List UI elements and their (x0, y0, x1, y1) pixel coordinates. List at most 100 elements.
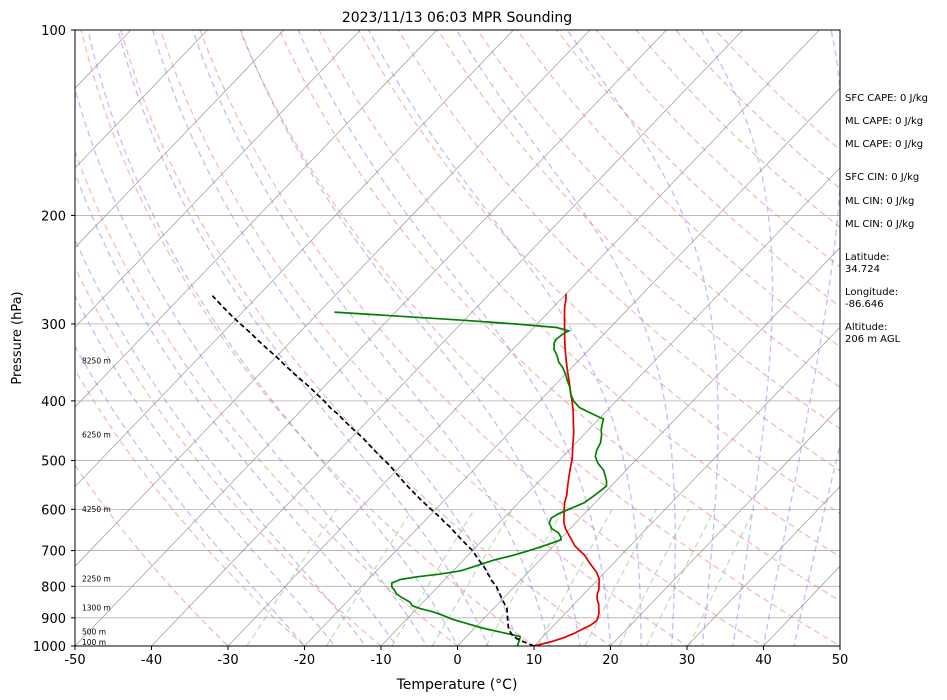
dry-adiabat-line (159, 30, 689, 646)
x-tick-label: -20 (294, 653, 315, 668)
y-tick-label: 600 (41, 503, 66, 518)
axes: -50 -40 -30 -20 -10 0 10 20 30 40 50 100 200 300 400 50… (33, 24, 848, 668)
latitude-value: 34.724 (845, 264, 880, 275)
y-tick-label: 800 (41, 580, 66, 595)
y-tick-label: 100 (41, 24, 66, 39)
moist-adiabat-line (75, 345, 306, 646)
moist-adiabat-line (75, 237, 367, 646)
dry-adiabat-line (358, 30, 840, 515)
moist-adiabat-line (75, 294, 336, 646)
mixing-ratio-line (325, 508, 413, 646)
dry-adiabat-line (556, 30, 840, 308)
temperature-line (533, 293, 601, 646)
ml-cin-text: ML CIN: 0 J/kg (845, 196, 915, 207)
moist-adiabat-line (368, 30, 642, 646)
isotherm-line (75, 30, 208, 169)
isotherm-line (686, 486, 840, 646)
mixing-ratio-line (646, 509, 716, 646)
isotherm-line (457, 247, 840, 646)
dry-adiabat-line (120, 30, 612, 646)
altitude-label: Altitude: (845, 322, 888, 333)
dry-adiabat-line (318, 30, 840, 558)
mixing-ratio-line (431, 508, 514, 646)
mixing-ratio-line (391, 508, 475, 646)
x-tick-label: -40 (141, 653, 162, 668)
height-labels: 100 m 500 m 1300 m 2250 m 4250 m 6250 m 8250 m (82, 356, 111, 646)
dry-adiabat-line (278, 30, 840, 602)
x-tick-label: 10 (526, 653, 543, 668)
height-label: 8250 m (82, 356, 111, 365)
altitude-value: 206 m AGL (845, 334, 901, 345)
plot-frame (74, 29, 841, 647)
y-tick-label: 1000 (33, 640, 66, 655)
y-tick-label: 500 (41, 455, 66, 470)
background-lines (75, 30, 840, 646)
isotherm-line (75, 30, 361, 328)
isotherm-line (533, 326, 840, 646)
isotherm-line (75, 30, 667, 646)
ml-cape-text: ML CAPE: 0 J/kg (845, 116, 924, 127)
x-tick-label: 30 (679, 653, 696, 668)
moist-adiabat-line (455, 30, 676, 646)
dry-adiabat-line (199, 30, 765, 646)
isotherm-line (75, 30, 285, 249)
y-tick-label: 200 (41, 209, 66, 224)
moist-adiabat-line (297, 30, 612, 646)
height-label: 4250 m (82, 505, 111, 514)
moist-adiabat-line (762, 30, 840, 646)
y-tick-label: 900 (41, 612, 66, 627)
height-label: 100 m (82, 638, 106, 647)
x-tick-label: 40 (755, 653, 772, 668)
height-label: 500 m (82, 627, 106, 636)
chart-title: 2023/11/13 06:03 MPR Sounding (342, 10, 572, 26)
dry-adiabat-line (397, 30, 840, 472)
x-tick-label: 20 (602, 653, 619, 668)
isotherm-line (380, 167, 840, 646)
y-tick-label: 400 (41, 395, 66, 410)
isotherm-line (75, 30, 591, 567)
height-label: 6250 m (82, 430, 111, 439)
moist-adiabat-line (192, 30, 550, 646)
y-axis-label: Pressure (hPa) (10, 291, 25, 384)
latitude-label: Latitude: (845, 252, 890, 263)
x-tick-label: 50 (832, 653, 849, 668)
moist-adiabat-line (75, 86, 428, 646)
sfc-cin-text: SFC CIN: 0 J/kg (845, 172, 920, 183)
isotherm-line (75, 30, 514, 488)
mixing-ratio-line (537, 508, 613, 646)
isotherm-line (227, 30, 820, 646)
moist-adiabat-line (75, 170, 398, 646)
longitude-label: Longitude: (845, 287, 899, 298)
height-label: 2250 m (82, 575, 111, 584)
mixing-ratio-line (688, 509, 755, 646)
mixing-ratio-line (485, 508, 564, 646)
dry-adiabat-line (75, 368, 306, 646)
isotherm-line (610, 406, 840, 646)
isotherm-line (75, 30, 438, 408)
y-tick-label: 300 (41, 318, 66, 333)
ml-cape-text-2: ML CAPE: 0 J/kg (845, 139, 924, 150)
height-label: 1300 m (82, 604, 111, 613)
x-tick-label: 0 (453, 653, 461, 668)
parcel-line (211, 295, 535, 646)
isotherm-line (304, 87, 840, 646)
x-tick-label: -10 (370, 653, 391, 668)
sfc-cape-text: SFC CAPE: 0 J/kg (845, 93, 928, 104)
x-tick-label: -50 (64, 653, 85, 668)
ml-cin-text-2: ML CIN: 0 J/kg (845, 219, 915, 230)
dry-adiabat-line (75, 464, 229, 646)
mixing-ratio-line (246, 508, 338, 646)
y-tick-label: 700 (41, 545, 66, 560)
mixing-ratio-line (584, 508, 657, 646)
longitude-value: -86.646 (845, 299, 884, 310)
moist-adiabat-line (566, 30, 719, 646)
dry-adiabat-line (75, 149, 459, 646)
dry-adiabat-line (80, 30, 536, 646)
dry-adiabat-line (239, 30, 840, 646)
moist-adiabat-line (151, 30, 520, 646)
moist-adiabat-line (117, 30, 489, 646)
dewpoint-line (334, 311, 608, 646)
moist-adiabat-line (87, 30, 459, 646)
isotherm-line (151, 30, 744, 646)
dry-adiabat-line (75, 265, 383, 646)
